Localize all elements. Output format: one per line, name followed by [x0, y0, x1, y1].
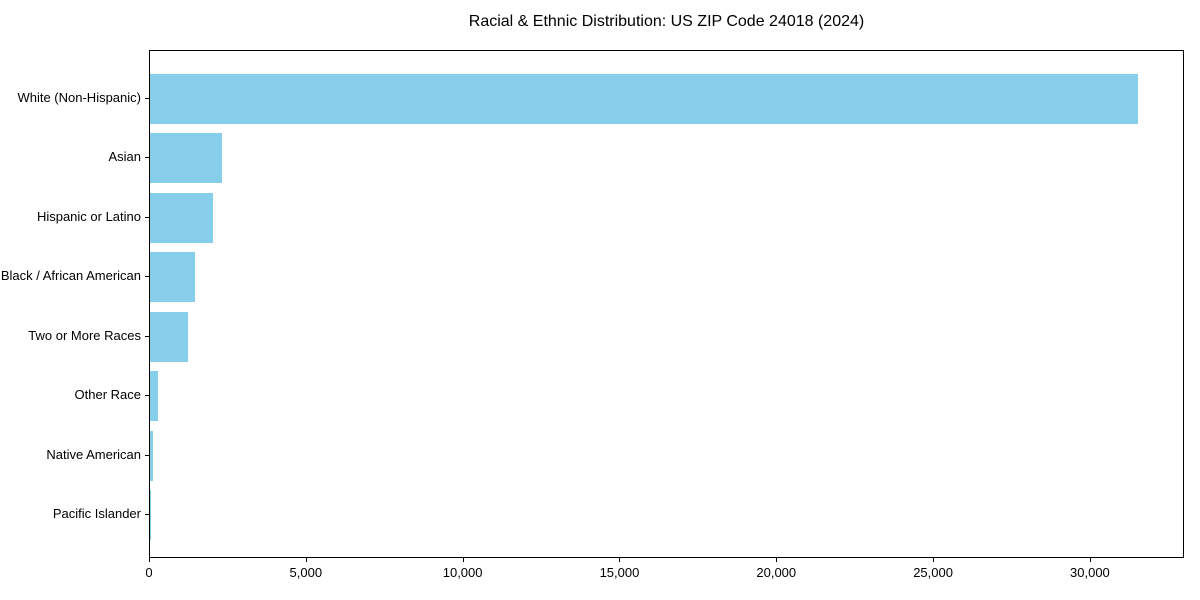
x-tick-mark: [305, 558, 307, 562]
x-tick-mark: [1089, 558, 1091, 562]
y-tick-label: Native American: [46, 446, 141, 462]
x-tick-label: 15,000: [599, 565, 640, 580]
bar: [150, 252, 196, 302]
y-tick-label: White (Non-Hispanic): [17, 89, 141, 105]
y-tick-mark: [145, 276, 149, 277]
y-tick-label: Other Race: [74, 387, 141, 402]
y-tick-label: Black / African American: [0, 268, 141, 283]
y-tick-mark: [145, 216, 149, 218]
y-tick-mark: [145, 157, 149, 158]
y-tick-mark: [145, 395, 149, 396]
x-tick-mark: [462, 558, 464, 562]
x-tick-label: 0: [145, 565, 153, 580]
chart-title: Racial & Ethnic Distribution: US ZIP Cod…: [468, 13, 865, 30]
y-tick-mark: [145, 514, 149, 515]
y-tick-mark: [145, 97, 149, 99]
bar: [150, 192, 213, 243]
x-tick-mark: [933, 558, 935, 562]
x-tick-label: 5,000: [289, 565, 323, 580]
x-tick-mark: [619, 558, 621, 562]
bar: [150, 311, 188, 362]
y-tick-label: Hispanic or Latino: [36, 208, 141, 224]
x-tick-label: 20,000: [756, 565, 797, 580]
bar: [150, 430, 153, 481]
y-tick-label: Two or More Races: [28, 327, 141, 343]
bar: [150, 73, 1138, 124]
x-tick-mark: [776, 558, 778, 562]
y-tick-label: Pacific Islander: [52, 506, 141, 521]
y-tick-mark: [145, 454, 149, 456]
x-tick-label: 30,000: [1070, 565, 1110, 580]
bar: [150, 371, 158, 421]
x-tick-label: 10,000: [442, 565, 483, 580]
x-tick-label: 25,000: [913, 565, 953, 580]
y-tick-label: Asian: [108, 149, 141, 164]
y-tick-mark: [145, 335, 149, 337]
x-tick-mark: [149, 558, 150, 562]
bar: [150, 133, 223, 183]
plot-area: [149, 50, 1184, 558]
